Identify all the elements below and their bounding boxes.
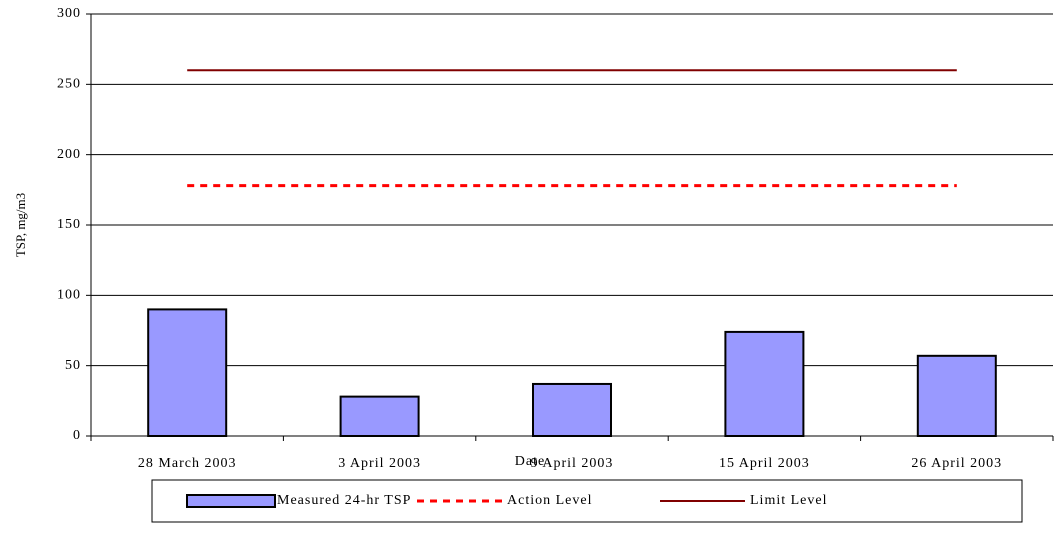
bar: [916, 354, 997, 438]
y-tick-label: 100: [57, 288, 81, 303]
x-axis-label: Date: [515, 454, 545, 469]
x-tick-label: 26 April 2003: [911, 456, 1002, 471]
y-tick-label: 300: [57, 6, 81, 21]
x-tick-label: 9 April 2003: [531, 456, 614, 471]
y-tick-label: 50: [65, 358, 81, 373]
legend-swatch: [186, 494, 276, 508]
y-tick-label: 0: [73, 428, 81, 443]
x-tick-label: 3 April 2003: [338, 456, 421, 471]
bar: [532, 382, 612, 438]
y-tick-label: 150: [57, 217, 81, 232]
y-tick-label: 250: [57, 77, 81, 92]
bar: [339, 395, 420, 438]
y-tick-label: 200: [57, 147, 81, 162]
bar: [147, 308, 228, 437]
legend-box: [151, 479, 1023, 523]
legend-label: Measured 24-hr TSP: [277, 493, 411, 508]
legend-label: Limit Level: [750, 493, 827, 508]
y-axis-label: TSP, mg/m3: [13, 193, 28, 257]
x-tick-label: 15 April 2003: [719, 456, 810, 471]
x-tick-label: 28 March 2003: [138, 456, 237, 471]
legend-label: Action Level: [507, 493, 592, 508]
bar: [724, 330, 805, 438]
